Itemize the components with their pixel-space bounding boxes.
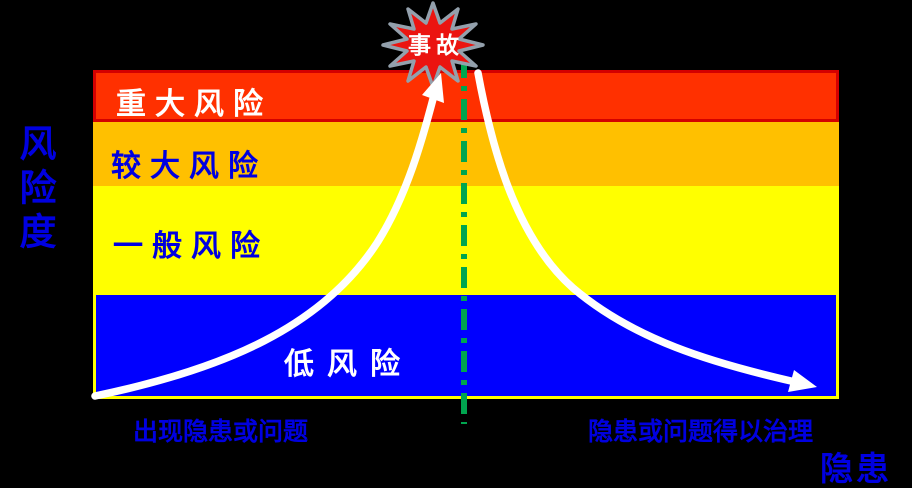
band-label-large: 较大风险 [111, 149, 267, 184]
falling-arrow-head-icon [788, 370, 817, 392]
falling-curve [474, 69, 795, 385]
y-axis-label: 风险度 [13, 124, 56, 256]
annotation-hazard-appears: 出现隐患或问题 [133, 417, 309, 446]
band-label-low: 低风险 [284, 347, 413, 382]
rising-arrow-head-icon [422, 73, 444, 103]
band-label-major: 重大风险 [116, 87, 272, 122]
band-label-general: 一般风险 [113, 229, 269, 264]
accident-burst-label: 事故 [408, 32, 464, 59]
annotation-hazard-treated: 隐患或问题得以治理 [588, 417, 814, 446]
accident-burst-shape [381, 1, 485, 89]
x-axis-label: 隐患 [820, 449, 892, 488]
rising-curve [91, 95, 437, 400]
